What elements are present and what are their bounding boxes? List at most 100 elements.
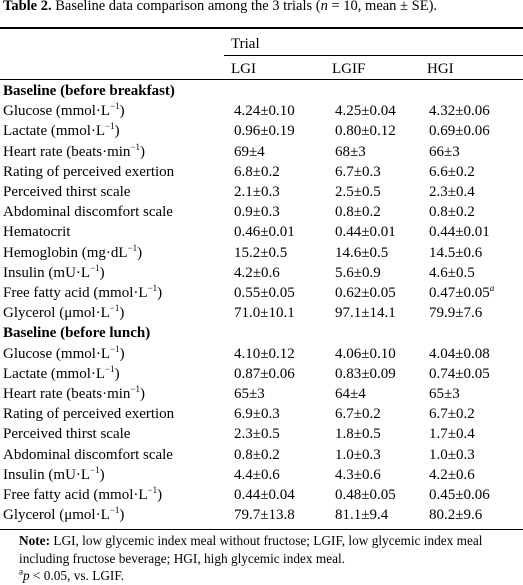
table-row: Free fatty acid (mmol·L−1) 0.44±0.04 0.48±… [0, 485, 523, 505]
value-cell-lgif: 14.6±0.5 [335, 243, 429, 263]
unit-exponent: −1 [110, 343, 120, 354]
row-label: Perceived thirst scale [0, 182, 234, 202]
value-cell-lgif: 6.7±0.2 [335, 404, 429, 424]
value-cell-lgi: 0.55±0.05 [234, 283, 335, 303]
row-label: Heart rate (beats·min−1) [0, 384, 234, 404]
value-text: 66±3 [429, 143, 460, 160]
value-text: 65±3 [429, 386, 460, 403]
value-cell-lgi: 0.96±0.19 [234, 121, 335, 141]
value-text: 69±4 [234, 143, 265, 160]
value-cell-hgi: 1.0±0.3 [429, 445, 523, 465]
row-label-text: Rating of perceived exertion [3, 163, 175, 180]
value-text: 4.25±0.04 [335, 103, 396, 120]
table-caption: Table 2. Baseline data comparison among … [3, 0, 523, 16]
column-header-hgi: HGI [427, 61, 454, 77]
value-cell-hgi: 0.44±0.01 [429, 222, 523, 242]
table-row: Hemoglobin (mg·dL−1) 15.2±0.5 14.6±0.5 14.5… [0, 243, 523, 263]
value-cell-hgi: 80.2±9.6 [429, 505, 523, 525]
unit-exponent: −1 [109, 505, 120, 516]
value-text: 0.47±0.05 [429, 285, 490, 302]
value-cell-lgif [335, 323, 429, 343]
value-text: 0.48±0.05 [335, 487, 396, 504]
row-label: Rating of perceived exertion [0, 404, 234, 424]
row-label: Abdominal discomfort scale [0, 202, 234, 222]
value-text: 4.4±0.6 [234, 466, 280, 483]
value-text: 0.96±0.19 [234, 123, 295, 140]
value-cell-lgi: 4.4±0.6 [234, 465, 335, 485]
value-text: 6.7±0.3 [335, 163, 381, 180]
value-cell-lgi: 15.2±0.5 [234, 243, 335, 263]
value-text: 6.9±0.3 [234, 406, 280, 423]
row-label-tail: ) [119, 305, 125, 322]
value-cell-hgi: 0.74±0.05 [429, 364, 523, 384]
table-row: Perceived thirst scale 2.3±0.5 1.8±0.5 1.7±… [0, 424, 523, 444]
value-cell-hgi: 6.6±0.2 [429, 162, 523, 182]
value-text: 0.55±0.05 [234, 285, 295, 302]
table-row: Glycerol (μmol·L−1) 79.7±13.8 81.1±9.4 80.2… [0, 505, 523, 525]
section-label: Baseline (before breakfast) [0, 81, 234, 101]
value-cell-lgif: 68±3 [335, 142, 429, 162]
column-header-lgi: LGI [231, 61, 256, 77]
row-label-tail: ) [140, 386, 146, 403]
row-label-text: Glycerol (μmol·L [3, 507, 110, 524]
value-text: 97.1±14.1 [335, 305, 396, 322]
value-text: 0.9±0.3 [234, 204, 280, 221]
row-label-text: Insulin (mU·L [3, 466, 91, 483]
value-text: 80.2±9.6 [429, 507, 483, 524]
unit-exponent: −1 [127, 242, 138, 253]
value-cell-lgi [234, 323, 335, 343]
row-label: Hemoglobin (mg·dL−1) [0, 243, 234, 263]
value-cell-lgi: 4.24±0.10 [234, 101, 335, 121]
value-text: 4.3±0.6 [335, 466, 381, 483]
value-text: 0.8±0.2 [429, 204, 475, 221]
footnote-marker: a [489, 283, 495, 294]
value-text: 2.3±0.5 [234, 426, 280, 443]
table-row: Glycerol (μmol·L−1) 71.0±10.1 97.1±14.1 79.… [0, 303, 523, 323]
value-text: 4.04±0.08 [429, 345, 490, 362]
row-label-tail: ) [114, 365, 120, 382]
value-cell-lgi: 0.87±0.06 [234, 364, 335, 384]
bottom-rule [0, 529, 523, 530]
value-cell-lgif: 1.8±0.5 [335, 424, 429, 444]
value-cell-lgi: 65±3 [234, 384, 335, 404]
unit-exponent: −1 [105, 121, 115, 132]
table-row: Lactate (mmol·L−1) 0.87±0.06 0.83±0.09 0.74… [0, 364, 523, 384]
value-text: 0.46±0.01 [234, 224, 295, 241]
value-cell-lgif: 64±4 [335, 384, 429, 404]
value-cell-hgi: 0.45±0.06 [429, 485, 523, 505]
row-label-tail: ) [157, 285, 163, 302]
row-label: Glycerol (μmol·L−1) [0, 505, 234, 525]
trial-header-rule [224, 55, 523, 56]
value-text: 6.8±0.2 [234, 163, 280, 180]
note-paragraph: Note: LGI, low glycemic index meal witho… [3, 532, 518, 567]
row-label-text: Abdominal discomfort scale [3, 204, 173, 221]
value-cell-hgi: 6.7±0.2 [429, 404, 523, 424]
value-text: 64±4 [335, 386, 366, 403]
unit-exponent: −1 [147, 485, 158, 496]
table-row: Glucose (mmol·L−1) 4.24±0.10 4.25±0.04 4.32… [0, 101, 523, 121]
value-text: 1.7±0.4 [429, 426, 475, 443]
value-text: 0.8±0.2 [234, 446, 280, 463]
data-table-body: Baseline (before breakfast) Glucose (mmol… [0, 81, 523, 525]
value-text: 0.44±0.04 [234, 487, 295, 504]
footnote-p-symbol: p [23, 568, 30, 583]
value-text: 14.6±0.5 [335, 244, 389, 261]
row-label-text: Lactate (mmol·L [3, 123, 106, 140]
value-cell-lgif: 6.7±0.3 [335, 162, 429, 182]
note-label: Note: [19, 533, 51, 548]
value-cell-hgi: 0.47±0.05a [429, 283, 523, 303]
value-cell-lgi: 6.9±0.3 [234, 404, 335, 424]
value-cell-lgif: 4.3±0.6 [335, 465, 429, 485]
header-rule [0, 79, 523, 80]
section-header-row: Baseline (before lunch) [0, 323, 523, 343]
value-text: 1.0±0.3 [429, 446, 475, 463]
row-label-text: Abdominal discomfort scale [3, 446, 173, 463]
table-row: Free fatty acid (mmol·L−1) 0.55±0.05 0.62±… [0, 283, 523, 303]
unit-exponent: −1 [130, 384, 141, 395]
unit-exponent: −1 [90, 262, 100, 273]
row-label-text: Glycerol (μmol·L [3, 305, 110, 322]
value-cell-lgif: 0.8±0.2 [335, 202, 429, 222]
row-label-tail: ) [119, 103, 125, 120]
value-cell-hgi: 4.6±0.5 [429, 263, 523, 283]
